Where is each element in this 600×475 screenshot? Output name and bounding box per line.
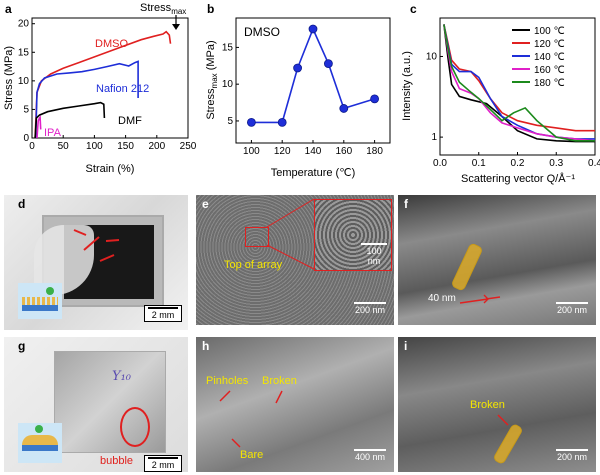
annot-nafion: Nafion 212 bbox=[96, 83, 149, 95]
y-tick-label: 10 bbox=[426, 51, 438, 62]
panel-d-label: d bbox=[18, 197, 26, 211]
x-tick-label: 0.0 bbox=[433, 158, 447, 169]
inset-zoom: 100 nm bbox=[314, 199, 392, 271]
y-tick-label: 20 bbox=[18, 19, 30, 30]
annot-dmf: DMF bbox=[118, 115, 142, 127]
sem-e: 100 nm Top of array e 200 nm bbox=[196, 195, 394, 325]
bubble-outline bbox=[120, 407, 150, 447]
x-tick-label: 140 bbox=[305, 146, 322, 157]
series-line bbox=[251, 26, 375, 124]
annot-bubble: bubble bbox=[100, 455, 134, 467]
stress-max-arrowhead bbox=[172, 24, 180, 30]
legend-entry: 180 ℃ bbox=[534, 78, 565, 89]
chart-c: 0.0 0.1 0.2 0.3 0.4 1 10 Intensity (a.u.) Scat… bbox=[401, 17, 600, 185]
data-point bbox=[308, 24, 318, 34]
scale-bar: 2 mm bbox=[144, 305, 182, 322]
x-tick-label: 150 bbox=[117, 141, 134, 152]
panel-g-label: g bbox=[18, 339, 26, 353]
annot-broken: Broken bbox=[262, 375, 297, 387]
annot-dmso: DMSO bbox=[95, 38, 128, 50]
x-axis-label: Scattering vector Q/Å⁻¹ bbox=[461, 172, 575, 185]
x-tick-label: 0.2 bbox=[511, 158, 525, 169]
handwriting: Y₁₀ bbox=[112, 369, 132, 384]
zoom-box bbox=[245, 227, 269, 247]
scale-bar: 200 nm bbox=[556, 302, 588, 315]
data-point bbox=[247, 118, 256, 127]
y-axis-label: Stressmax (MPa) bbox=[205, 40, 219, 119]
photo-d: d 2 mm bbox=[4, 195, 188, 330]
annot-broken: Broken bbox=[470, 399, 505, 411]
annot-ipa: IPA bbox=[44, 127, 62, 139]
x-tick-label: 200 bbox=[148, 141, 165, 152]
membrane-film bbox=[54, 351, 166, 453]
scale-bar: 200 nm bbox=[556, 449, 588, 462]
panel-i-label: i bbox=[404, 339, 408, 353]
data-point bbox=[323, 59, 333, 68]
legend-entry: 100 ℃ bbox=[534, 26, 565, 37]
x-tick-label: 120 bbox=[274, 146, 291, 157]
schematic-inset bbox=[18, 283, 62, 319]
series-line bbox=[34, 101, 106, 139]
y-tick-label: 15 bbox=[18, 47, 30, 58]
x-tick-label: 160 bbox=[335, 146, 352, 157]
x-tick-label: 250 bbox=[180, 141, 197, 152]
annot-stress-max: Stressmax bbox=[140, 2, 186, 16]
scale-bar: 400 nm bbox=[354, 449, 386, 462]
series-line bbox=[443, 24, 595, 143]
y-tick-label: 1 bbox=[431, 132, 437, 143]
y-axis-label: Stress (MPa) bbox=[3, 46, 15, 110]
series-line bbox=[34, 60, 139, 139]
y-tick-label: 0 bbox=[23, 133, 29, 144]
panel-e-label: e bbox=[202, 197, 209, 211]
y-tick-label: 10 bbox=[222, 79, 234, 90]
data-point bbox=[370, 94, 380, 104]
data-point bbox=[339, 104, 349, 113]
x-axis-label: Temperature (℃) bbox=[271, 167, 356, 179]
legend-entry: 160 ℃ bbox=[534, 65, 565, 76]
chart-b: 100 120 140 160 180 5 10 15 Stressmax (MPa) Tem… bbox=[205, 17, 391, 179]
schematic-inset bbox=[18, 423, 62, 463]
panel-b-label: b bbox=[207, 2, 215, 16]
annot-dmso: DMSO bbox=[244, 25, 280, 39]
annot-pinholes: Pinholes bbox=[206, 375, 249, 387]
x-tick-label: 0.3 bbox=[549, 158, 563, 169]
series-line bbox=[443, 24, 595, 142]
y-axis-label: Intensity (a.u.) bbox=[401, 51, 413, 121]
panel-h-label: h bbox=[202, 339, 210, 353]
x-tick-label: 50 bbox=[58, 141, 70, 152]
x-tick-label: 0.1 bbox=[472, 158, 486, 169]
y-tick-label: 5 bbox=[23, 104, 29, 115]
x-tick-label: 100 bbox=[243, 146, 260, 157]
panel-c-label: c bbox=[410, 2, 417, 16]
annot-top-of-array: Top of array bbox=[224, 259, 283, 271]
y-tick-label: 10 bbox=[18, 76, 30, 87]
x-tick-label: 180 bbox=[366, 146, 383, 157]
y-tick-label: 5 bbox=[227, 116, 233, 127]
chart-a-frame bbox=[31, 17, 189, 139]
x-tick-label: 100 bbox=[86, 141, 103, 152]
photo-g: Y₁₀ bubble g 2 mm bbox=[4, 337, 188, 472]
data-point bbox=[293, 63, 302, 73]
legend: 100 ℃ 120 ℃ 140 ℃ 160 ℃ 180 ℃ bbox=[512, 26, 565, 89]
scale-bar: 200 nm bbox=[354, 302, 386, 315]
chart-a: 0 50 100 150 200 250 0 5 10 15 20 Stress (MPa) Str… bbox=[3, 2, 197, 175]
data-point bbox=[277, 118, 287, 127]
x-tick-label: 0 bbox=[29, 141, 35, 152]
series-line bbox=[36, 115, 42, 139]
sem-f: 40 nm f 200 nm bbox=[398, 195, 596, 325]
series-line bbox=[443, 24, 595, 132]
annot-bare: Bare bbox=[240, 449, 264, 461]
inset-scale-bar: 100 nm bbox=[361, 243, 387, 266]
legend-entry: 120 ℃ bbox=[534, 39, 565, 50]
annot-40nm: 40 nm bbox=[428, 293, 456, 304]
scale-bar: 2 mm bbox=[144, 455, 182, 472]
panel-f-label: f bbox=[404, 197, 408, 211]
legend-entry: 140 ℃ bbox=[534, 52, 565, 63]
y-tick-label: 15 bbox=[222, 42, 234, 53]
sem-i: Broken i 200 nm bbox=[398, 337, 596, 472]
panel-a-label: a bbox=[5, 2, 12, 16]
x-tick-label: 0.4 bbox=[588, 158, 600, 169]
x-axis-label: Strain (%) bbox=[86, 163, 135, 175]
sem-h: Pinholes Broken Bare h 400 nm bbox=[196, 337, 394, 472]
